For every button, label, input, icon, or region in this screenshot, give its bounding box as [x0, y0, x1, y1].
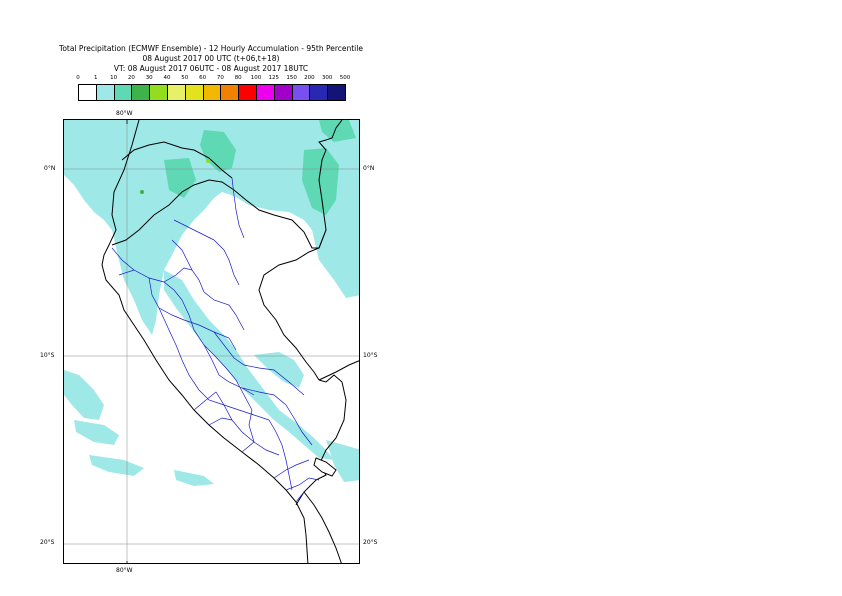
valid-time: VT: 08 August 2017 06UTC - 08 August 201…	[113, 64, 309, 73]
legend-label: 10	[110, 75, 118, 81]
precip-area-east	[254, 352, 304, 388]
precip-spot-yellow	[206, 159, 210, 163]
admin-borders	[111, 177, 320, 503]
coastline	[101, 120, 309, 563]
legend-swatch	[78, 84, 97, 101]
precip-area-pacific-2	[74, 420, 119, 445]
legend-swatch	[113, 84, 133, 101]
legend-swatch	[95, 84, 115, 101]
legend-swatch	[256, 84, 275, 101]
legend-label: 50	[181, 75, 189, 81]
legend-swatch	[273, 84, 293, 101]
legend-swatch	[167, 84, 186, 101]
legend-swatch	[238, 84, 257, 101]
map-svg	[64, 120, 359, 563]
bolivia-brazil-border	[318, 360, 359, 381]
precip-area-andes	[164, 270, 334, 460]
lake-titicaca	[313, 457, 337, 477]
ecuador-colombia-border	[121, 141, 233, 179]
legend-swatch	[202, 84, 222, 101]
legend-label: 20	[127, 75, 135, 81]
legend-label: 40	[163, 75, 171, 81]
precipitation-map	[63, 119, 360, 564]
legend-label: 30	[145, 75, 153, 81]
legend-label: 80	[234, 75, 242, 81]
graticule	[64, 120, 359, 563]
chile-bolivia-border	[303, 491, 342, 563]
legend-label: 150	[286, 75, 297, 81]
base-time: 08 August 2017 00 UTC (t+06,t+18)	[142, 54, 280, 63]
lat-label-right-20s: 20°S	[363, 539, 378, 546]
peru-brazil-border	[258, 229, 327, 381]
peru-bolivia-border	[295, 374, 347, 506]
precip-area-north	[64, 120, 359, 335]
precip-area-southeast	[326, 440, 359, 482]
lat-label-left-20s: 20°S	[40, 539, 55, 546]
lat-label-right-0: 0°N	[363, 165, 375, 172]
legend-swatch	[184, 84, 204, 101]
legend-swatch	[291, 84, 311, 101]
lon-label-bottom: 80°W	[116, 567, 133, 574]
legend-swatch	[131, 84, 151, 101]
legend-label: 300	[321, 75, 333, 81]
lat-label-left-10s: 10°S	[40, 352, 55, 359]
precip-spot-green	[140, 190, 144, 194]
ecuador-peru-border	[111, 179, 275, 246]
legend-label: 100	[250, 75, 262, 81]
colombia-brazil-border	[273, 120, 343, 249]
chart-title: Total Precipitation (ECMWF Ensemble) - 1…	[59, 44, 363, 53]
legend-label: 60	[199, 75, 207, 81]
lat-label-left-0: 0°N	[44, 165, 56, 172]
legend-swatch	[309, 84, 329, 101]
lat-label-right-10s: 10°S	[363, 352, 378, 359]
precip-area-pacific-4	[174, 470, 214, 486]
precip-area-pacific-3	[89, 455, 144, 476]
legend-swatch	[327, 84, 346, 101]
country-borders	[101, 120, 359, 563]
legend-label: 500	[339, 75, 351, 81]
precip-core-4	[319, 120, 356, 142]
lon-label-top: 80°W	[116, 110, 133, 117]
legend-label: 0	[76, 75, 80, 81]
legend-label: 200	[304, 75, 315, 81]
precip-shading	[64, 120, 359, 486]
legend-swatch	[149, 84, 168, 101]
legend-label: 70	[216, 75, 224, 81]
legend-label: 125	[268, 75, 280, 81]
legend-label: 1	[94, 75, 98, 81]
precip-core-2	[302, 148, 339, 215]
legend-swatch	[220, 84, 240, 101]
precip-area-pacific-1	[64, 370, 104, 420]
